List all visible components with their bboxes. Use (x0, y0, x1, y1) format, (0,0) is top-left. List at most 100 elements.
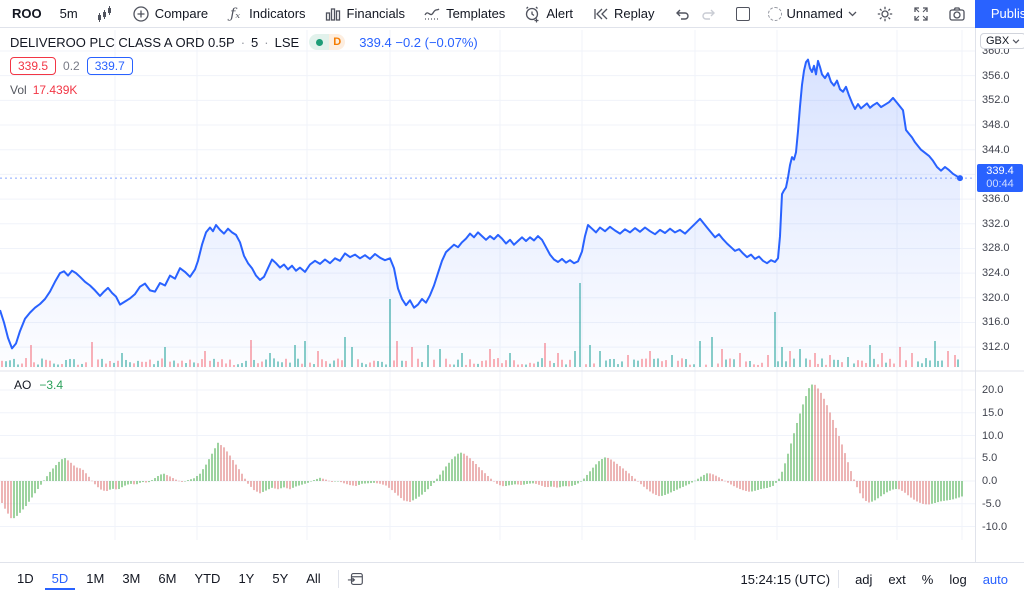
chart-settings-button[interactable] (867, 0, 903, 28)
templates-button[interactable]: Templates (414, 0, 514, 28)
undo-arrow-icon (673, 5, 691, 23)
templates-label: Templates (446, 6, 506, 21)
price-tick-label: 332.0 (982, 217, 1010, 230)
plus-circle-icon (132, 5, 150, 23)
camera-icon (948, 5, 966, 23)
fullscreen-expand-icon (912, 5, 930, 23)
go-to-date-icon[interactable] (347, 570, 365, 588)
indicators-button[interactable]: ƒₓ Indicators (217, 0, 314, 28)
unsaved-layout-icon (767, 6, 782, 21)
snapshot-button[interactable] (939, 0, 975, 28)
top-toolbar: ROO 5m Compare ƒₓ Indicators Financials (0, 0, 1024, 28)
single-layout-icon (735, 6, 750, 21)
range-button-1d[interactable]: 1D (17, 570, 34, 586)
legend-separator: · (240, 34, 246, 50)
bottom-divider (337, 570, 339, 588)
alarm-clock-plus-icon (523, 5, 541, 23)
ao-tick-label: -10.0 (982, 520, 1008, 533)
price-tick-label: 336.0 (982, 193, 1010, 206)
ao-label: AO (14, 378, 32, 392)
bid-price-box[interactable]: 339.5 (10, 57, 57, 75)
compare-label: Compare (154, 6, 209, 21)
symbol-search-button[interactable]: ROO (0, 0, 51, 28)
interval-button[interactable]: 5m (51, 0, 87, 28)
range-button-5y[interactable]: 5Y (272, 570, 289, 586)
alert-label: Alert (546, 6, 574, 21)
chart-canvas[interactable] (0, 28, 1024, 562)
price-axis-border (975, 28, 976, 562)
price-tick-label: 324.0 (982, 267, 1010, 280)
ao-histogram (1, 384, 963, 519)
ao-tick-label: 10.0 (982, 429, 1004, 442)
symbol-title[interactable]: DELIVEROO PLC CLASS A ORD 0.5P (10, 34, 235, 50)
legend-quote-row: 339.5 0.2 339.7 (10, 57, 478, 75)
ao-last-value: −3.4 (39, 378, 64, 392)
chart-region: DELIVEROO PLC CLASS A ORD 0.5P · 5 · LSE… (0, 28, 1024, 585)
fx-icon: ƒₓ (230, 5, 241, 22)
price-tick-label: 352.0 (982, 94, 1010, 107)
currency-toggle-badge[interactable]: GBX (980, 33, 1024, 49)
range-button-1y[interactable]: 1Y (238, 570, 255, 586)
save-layout-button[interactable]: Unnamed (759, 0, 867, 28)
market-open-dot-icon (315, 38, 323, 46)
percent-scale-toggle[interactable]: % (921, 571, 934, 587)
volume-label: Vol (10, 83, 27, 97)
gear-icon (876, 5, 894, 23)
financials-button[interactable]: Financials (315, 0, 415, 28)
ao-tick-label: 20.0 (982, 384, 1004, 396)
bar-chart-icon (324, 5, 342, 23)
price-tick-label: 328.0 (982, 242, 1010, 255)
ext-toggle[interactable]: ext (888, 571, 906, 587)
spread-value: 0.2 (63, 59, 80, 73)
interval-label: 5m (59, 6, 78, 21)
adj-toggle[interactable]: adj (855, 571, 873, 587)
fullscreen-button[interactable] (903, 0, 939, 28)
delayed-data-badge: D (329, 34, 346, 50)
last-price-badge: 339.4 00:44 (977, 164, 1023, 192)
clock-utc[interactable]: 15:24:15 (UTC) (740, 571, 831, 587)
publish-button[interactable]: Publish (974, 0, 1024, 28)
range-button-ytd[interactable]: YTD (194, 570, 221, 586)
compare-button[interactable]: Compare (123, 0, 217, 28)
ao-indicator-legend[interactable]: AO −3.4 (14, 378, 63, 392)
chevron-down-icon (1012, 38, 1020, 44)
legend-interval[interactable]: 5 (251, 34, 259, 50)
date-range-buttons: 1D 5D 1M 3M 6M YTD 1Y 5Y All (8, 569, 330, 590)
replay-label: Replay (614, 6, 655, 21)
chart-type-button[interactable] (87, 0, 123, 28)
select-layout-button[interactable] (727, 0, 759, 28)
volume-value: 17.439K (32, 83, 78, 97)
redo-button[interactable] (700, 0, 727, 28)
price-tick-label: 344.0 (982, 143, 1010, 156)
range-button-all[interactable]: All (306, 570, 321, 586)
indicator-template-icon (423, 5, 441, 23)
chevron-down-icon (848, 5, 858, 23)
range-button-1m[interactable]: 1M (86, 570, 105, 586)
bottom-divider (838, 570, 840, 588)
market-open-dot-wrap (309, 34, 330, 50)
currency-label: GBX (986, 35, 1010, 47)
range-button-3m[interactable]: 3M (122, 570, 141, 586)
ao-tick-label: 0.0 (982, 475, 998, 487)
range-button-6m[interactable]: 6M (158, 570, 177, 586)
price-tick-label: 348.0 (982, 119, 1010, 132)
legend-exchange[interactable]: LSE (274, 34, 300, 50)
range-button-5d[interactable]: 5D (44, 569, 76, 590)
price-tick-label: 316.0 (982, 316, 1010, 329)
ask-price-box[interactable]: 339.7 (86, 57, 133, 75)
bar-countdown: 00:44 (986, 178, 1014, 190)
replay-button[interactable]: Replay (582, 0, 663, 28)
undo-button[interactable] (664, 0, 700, 28)
replay-rewind-icon (591, 5, 609, 23)
price-tick-label: 356.0 (982, 69, 1010, 82)
market-status-badge[interactable]: D (309, 34, 346, 50)
alert-button[interactable]: Alert (514, 0, 582, 28)
legend-separator: · (264, 34, 269, 50)
log-scale-toggle[interactable]: log (949, 571, 967, 587)
price-line (0, 58, 961, 350)
symbol-label: ROO (12, 6, 42, 21)
auto-scale-toggle[interactable]: auto (982, 571, 1008, 587)
last-price-value: 339.4 (986, 165, 1014, 177)
candlestick-chart-icon (96, 5, 114, 23)
redo-arrow-icon (700, 5, 718, 23)
